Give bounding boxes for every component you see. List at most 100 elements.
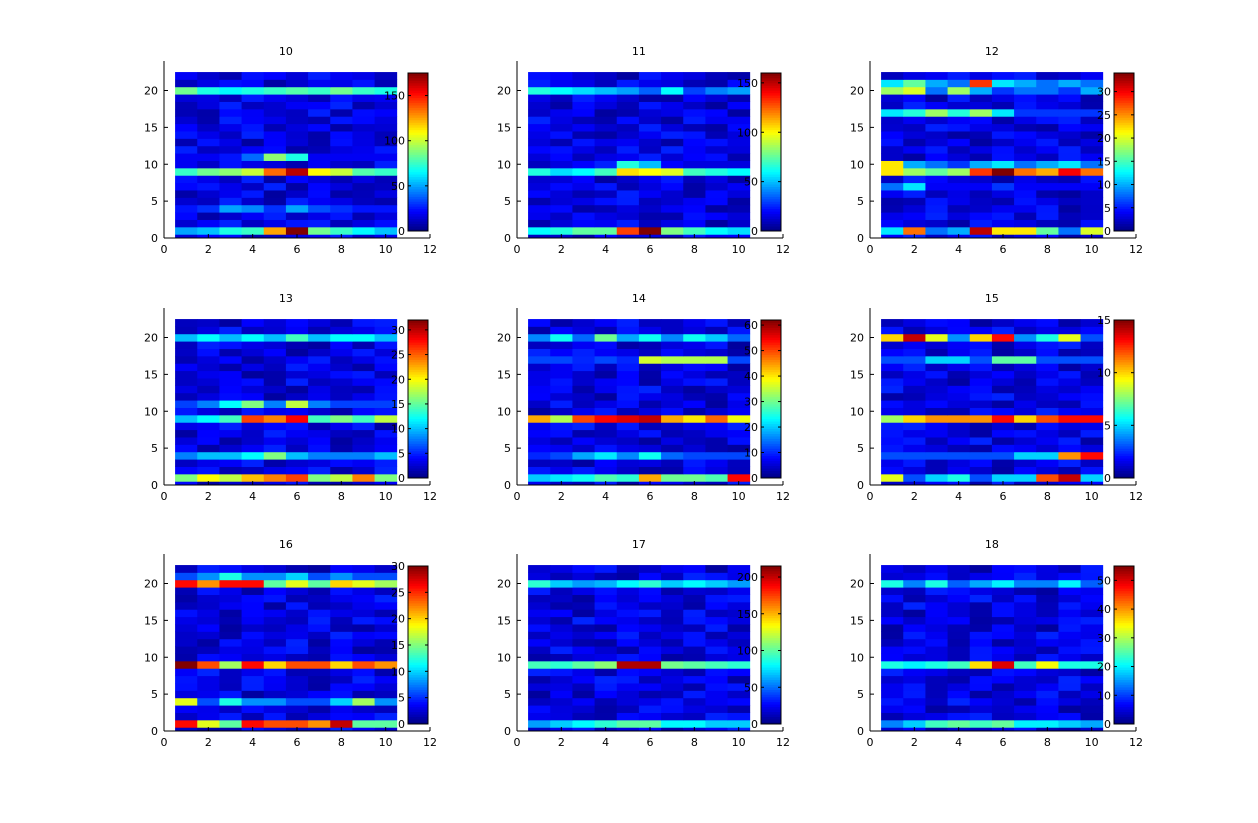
heatmap-cell [241,400,265,408]
heatmap-cell [661,197,684,206]
heatmap-cell [1058,616,1081,625]
heatmap-cell [991,459,1015,467]
heatmap-cell [683,138,706,147]
colorbar-segment [408,694,428,698]
heatmap-cell [881,79,904,88]
heatmap-cell [1014,226,1037,235]
colorbar-segment [761,630,781,634]
heatmap-cell [374,94,398,102]
colorbar-segment [408,403,428,407]
heatmap-cell [594,414,618,423]
heatmap-cell [219,451,242,460]
x-tick-label: 10 [379,243,393,256]
heatmap-cell [1014,219,1037,228]
colorbar-segment [1114,147,1134,150]
heatmap-cell [1080,167,1104,176]
heatmap-cell [616,333,640,342]
colorbar-segment [761,433,781,437]
heatmap-cell [1014,668,1037,677]
heatmap-cell [374,204,398,213]
heatmap-cell [1080,638,1104,647]
heatmap-cell [1080,675,1104,684]
heatmap-cell [330,131,353,139]
colorbar-segment [1114,691,1134,695]
colorbar-segment [408,440,428,444]
heatmap-cell [683,638,706,647]
colorbar-segment [1114,585,1134,589]
heatmap-cell [881,601,904,610]
colorbar-segment [1114,716,1134,720]
heatmap-cell [1036,385,1059,394]
heatmap-cell [308,668,331,677]
heatmap-cell [903,414,926,423]
heatmap-cell [528,719,551,728]
heatmap-cell [683,631,706,640]
heatmap-cell [330,101,353,110]
colorbar-segment [1114,645,1134,648]
heatmap-cell [175,348,198,357]
heatmap-cell [308,190,331,198]
colorbar-segment [761,152,781,155]
heatmap-cell [661,219,684,228]
heatmap-cell [705,131,728,139]
heatmap-cell [881,712,904,721]
colorbar-segment [1114,468,1134,471]
heatmap-cell [263,355,287,364]
colorbar-segment [408,570,428,574]
heatmap-cell [219,108,242,117]
heatmap-cell [616,116,640,125]
heatmap-cell [263,719,287,728]
heatmap-cell [727,660,751,669]
heatmap-cell [594,572,618,581]
colorbar-segment [408,465,428,469]
heatmap-cell [550,197,573,206]
colorbar-segment [408,342,428,346]
panel-title: 17 [632,538,646,551]
heatmap-cell [374,219,398,228]
heatmap-cell [881,182,904,191]
heatmap-cell [683,72,706,80]
heatmap-cell [263,153,287,161]
heatmap-cell [661,473,684,482]
heatmap-cell [881,653,904,662]
colorbar-segment [761,184,781,187]
heatmap-cell [594,392,618,401]
heatmap-cell [219,326,242,335]
colorbar-segment [761,473,781,476]
heatmap-cell [1036,587,1059,595]
colorbar-tick-label: 15 [1097,314,1111,327]
heatmap-cell [638,616,662,625]
colorbar-segment [1114,327,1134,331]
heatmap-cell [285,175,309,184]
colorbar-segment [761,662,781,666]
colorbar-tick-label: 0 [751,472,758,485]
heatmap-cell [374,459,398,467]
heatmap-cell [881,145,904,154]
heatmap-cell [572,631,595,640]
heatmap-cell [263,123,287,132]
heatmap-cell [661,131,684,139]
heatmap-cell [991,565,1015,573]
colorbar-segment [408,337,428,341]
colorbar-segment [1114,95,1134,99]
colorbar-segment [761,352,781,355]
colorbar-segment [1114,186,1134,190]
heatmap-cell [638,72,662,80]
heatmap-cell [594,123,618,132]
heatmap-cell [661,333,684,342]
colorbar-segment [408,320,428,323]
heatmap-cell [197,101,220,110]
heatmap-cell [594,145,618,154]
colorbar-segment [408,221,428,224]
heatmap-cell [903,116,926,125]
heatmap-cell [175,444,198,453]
heatmap-cell [683,167,706,176]
heatmap-cell [528,226,551,235]
heatmap-cell [550,79,573,88]
heatmap-cell [197,116,220,125]
heatmap-cell [947,175,971,184]
heatmap-cell [661,378,684,386]
heatmap-cell [1014,646,1037,654]
heatmap-cell [969,197,993,206]
heatmap-cell [705,459,728,467]
